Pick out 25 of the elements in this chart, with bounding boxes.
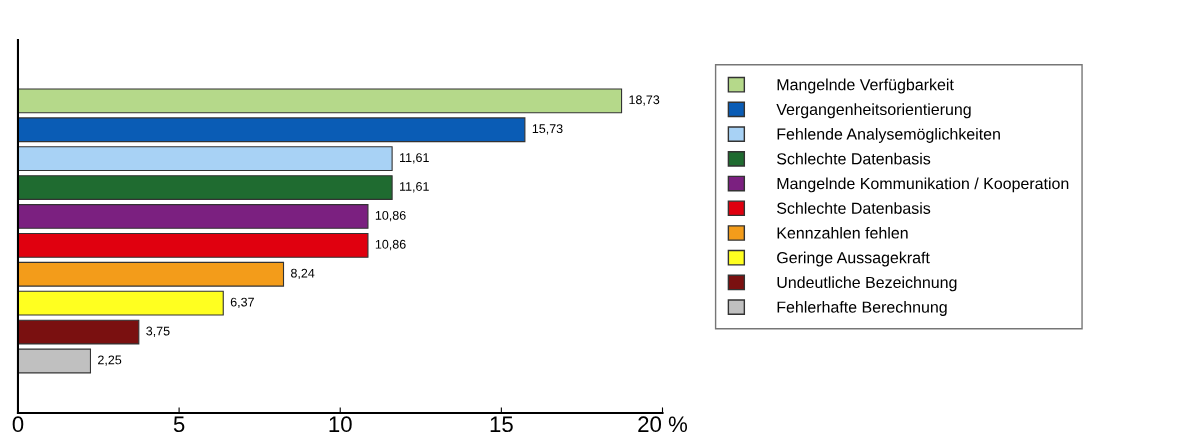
- data-label: 3,75: [146, 326, 170, 337]
- data-label: 18,73: [629, 95, 660, 106]
- data-label: 10,86: [375, 239, 406, 251]
- data-label: 8,24: [291, 268, 315, 280]
- legend-label: Fehlerhafte Berechnung: [777, 301, 947, 316]
- data-label: 11,61: [400, 182, 429, 193]
- legend-label: Geringe Aussagekraft: [777, 251, 930, 267]
- legend-label: Mangelnde Verfügbarkeit: [777, 78, 954, 94]
- legend-label: Schlechte Datenbasis: [777, 152, 931, 165]
- legend-label: Schlechte Datenbasis: [777, 202, 931, 214]
- x-tick-label: 15: [490, 416, 513, 433]
- x-tick-label: 20 %: [638, 416, 688, 433]
- data-label: 2,25: [98, 355, 122, 366]
- x-tick-label: 0: [12, 416, 24, 433]
- data-label: 15,73: [532, 124, 563, 135]
- data-label: 6,37: [230, 297, 254, 308]
- data-label: 10,86: [375, 210, 406, 222]
- legend-label: Mangelnde Kommunikation / Kooperation: [777, 177, 1069, 193]
- legend-label: Kennzahlen fehlen: [777, 226, 908, 239]
- data-label: 11,61: [400, 153, 429, 164]
- legend-label: Vergangenheitsorientierung: [776, 103, 971, 119]
- legend-label: Fehlende Analysemöglichkeiten: [777, 128, 1000, 143]
- x-tick-label: 5: [173, 416, 185, 433]
- legend-label: Undeutliche Bezeichnung: [777, 276, 957, 292]
- x-tick-label: 10: [329, 416, 352, 433]
